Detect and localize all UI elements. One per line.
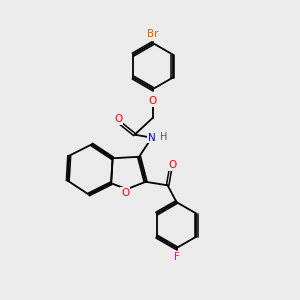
Text: F: F bbox=[174, 252, 179, 262]
Text: O: O bbox=[114, 114, 123, 124]
Text: N: N bbox=[148, 133, 156, 142]
Text: O: O bbox=[121, 188, 130, 198]
Text: O: O bbox=[168, 160, 176, 170]
Text: O: O bbox=[149, 96, 157, 106]
Text: Br: Br bbox=[147, 29, 159, 39]
Text: H: H bbox=[160, 132, 167, 142]
